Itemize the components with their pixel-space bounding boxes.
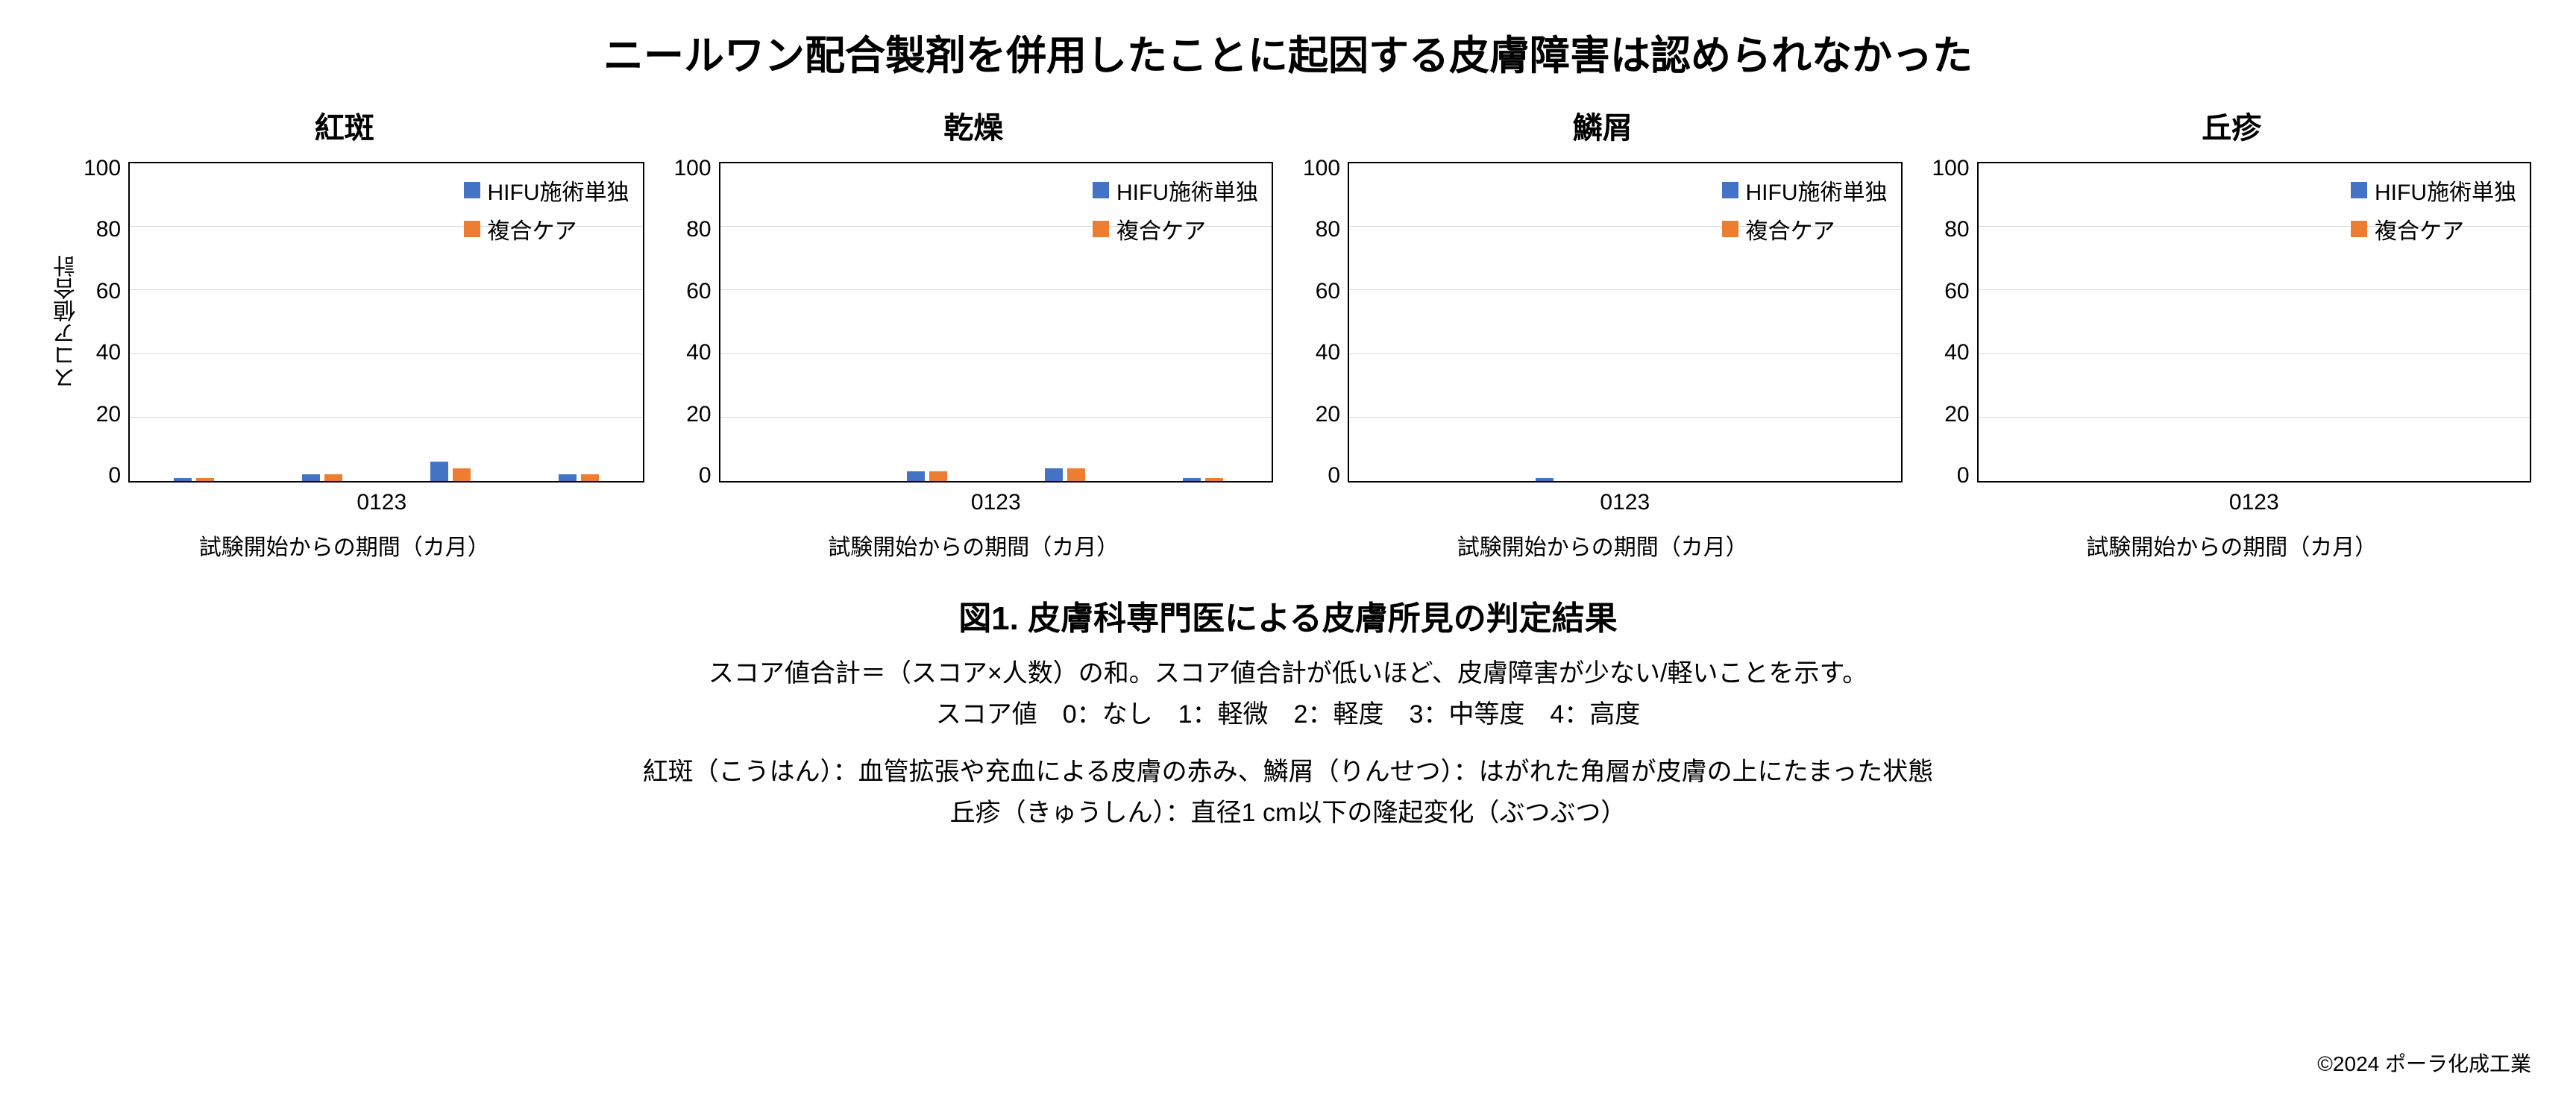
bar	[1045, 468, 1063, 481]
caption-block: 図1. 皮膚科専門医による皮膚所見の判定結果 スコア値合計＝（スコア×人数）の和…	[45, 591, 2531, 829]
x-axis: 0123	[282, 490, 406, 515]
plot-area: HIFU施術単独複合ケア	[719, 162, 1273, 483]
x-axis-label: 試験開始からの期間（カ月）	[828, 529, 1119, 562]
plot-area: HIFU施術単独複合ケア	[128, 162, 644, 483]
x-axis-label: 試験開始からの期間（カ月）	[199, 529, 490, 562]
bar	[174, 478, 192, 481]
x-axis-label: 試験開始からの期間（カ月）	[2086, 529, 2377, 562]
y-tick: 80	[1316, 223, 1340, 236]
x-tick: 3	[2266, 490, 2279, 515]
y-tick: 40	[96, 346, 121, 359]
y-tick: 100	[674, 162, 711, 175]
x-tick: 1	[2242, 490, 2255, 515]
x-tick: 0	[356, 490, 369, 515]
chart-panel: 紅斑スコア値合計100806040200HIFU施術単独複合ケア0123試験開始…	[45, 104, 644, 562]
y-tick: 0	[1328, 469, 1340, 483]
bar	[430, 462, 448, 481]
x-axis: 0123	[2184, 490, 2279, 515]
y-tick: 80	[1944, 223, 1969, 236]
figure-label: 図1. 皮膚科専門医による皮膚所見の判定結果	[45, 591, 2531, 639]
x-axis: 0123	[1555, 490, 1650, 515]
chart-title: 紅斑	[315, 104, 374, 147]
y-tick: 100	[84, 162, 121, 175]
y-tick: 60	[96, 285, 121, 298]
y-axis: 100 80 60 40 20 0	[674, 162, 719, 483]
y-tick: 40	[1316, 346, 1340, 359]
y-tick: 60	[1944, 285, 1969, 298]
bar	[324, 474, 342, 481]
x-tick: 2	[382, 490, 395, 515]
y-tick: 60	[1316, 285, 1340, 298]
y-tick: 20	[1316, 408, 1340, 421]
bar	[196, 478, 214, 481]
x-tick: 0	[971, 490, 984, 515]
caption-line-2: スコア値 0：なし 1：軽微 2：軽度 3：中等度 4：高度	[45, 694, 2531, 730]
x-tick: 1	[369, 490, 382, 515]
y-axis: 100 80 60 40 20 0	[84, 162, 128, 483]
y-tick: 80	[686, 223, 711, 236]
x-tick: 2	[996, 490, 1008, 515]
x-axis-label: 試験開始からの期間（カ月）	[1457, 529, 1748, 562]
y-tick: 0	[699, 469, 711, 483]
y-tick: 20	[1944, 408, 1969, 421]
x-tick: 3	[1637, 490, 1650, 515]
y-axis: 100 80 60 40 20 0	[1303, 162, 1348, 483]
caption-line-1: スコア値合計＝（スコア×人数）の和。スコア値合計が低いほど、皮膚障害が少ない/軽…	[45, 653, 2531, 689]
copyright: ©2024 ポーラ化成工業	[2317, 1048, 2531, 1078]
y-tick: 60	[686, 285, 711, 298]
definition-line-2: 丘疹（きゅうしん）：直径1 cm以下の隆起変化（ぶつぶつ）	[45, 792, 2531, 829]
x-tick: 0	[2229, 490, 2242, 515]
x-tick: 1	[984, 490, 996, 515]
bar	[453, 468, 471, 481]
charts-row: 紅斑スコア値合計100806040200HIFU施術単独複合ケア0123試験開始…	[45, 104, 2531, 562]
x-tick: 0	[1600, 490, 1612, 515]
bar	[581, 474, 599, 481]
y-tick: 0	[1957, 469, 1970, 483]
x-tick: 3	[394, 490, 406, 515]
plot-area: HIFU施術単独複合ケア	[1348, 162, 1902, 483]
plot-area: HIFU施術単独複合ケア	[1977, 162, 2531, 483]
definition-line-1: 紅斑（こうはん）：血管拡張や充血による皮膚の赤み、鱗屑（りんせつ）：はがれた角層…	[45, 751, 2531, 788]
bar	[559, 474, 577, 481]
chart-panel: 鱗屑100806040200HIFU施術単独複合ケア0123試験開始からの期間（…	[1303, 104, 1903, 562]
chart-panel: 丘疹100806040200HIFU施術単独複合ケア0123試験開始からの期間（…	[1932, 104, 2532, 562]
y-tick: 20	[96, 408, 121, 421]
bar	[1067, 468, 1085, 481]
y-tick: 80	[96, 223, 121, 236]
bar	[907, 471, 925, 481]
bar	[1536, 478, 1554, 481]
y-tick: 0	[108, 469, 121, 483]
y-axis: 100 80 60 40 20 0	[1932, 162, 1977, 483]
x-axis: 0123	[926, 490, 1021, 515]
bar	[929, 471, 947, 481]
chart-title: 鱗屑	[1573, 104, 1633, 147]
y-tick: 20	[686, 408, 711, 421]
x-tick: 2	[2254, 490, 2266, 515]
y-tick: 40	[686, 346, 711, 359]
main-title: ニールワン配合製剤を併用したことに起因する皮膚障害は認められなかった	[45, 22, 2531, 81]
x-tick: 1	[1612, 490, 1625, 515]
y-tick: 100	[1932, 162, 1970, 175]
bar	[1205, 478, 1223, 481]
y-tick: 100	[1303, 162, 1340, 175]
chart-title: 丘疹	[2202, 104, 2261, 147]
y-tick: 40	[1944, 346, 1969, 359]
bar	[1183, 478, 1201, 481]
chart-title: 乾燥	[943, 104, 1003, 147]
bar	[302, 474, 320, 481]
x-tick: 3	[1008, 490, 1021, 515]
chart-panel: 乾燥100806040200HIFU施術単独複合ケア0123試験開始からの期間（…	[674, 104, 1274, 562]
x-tick: 2	[1625, 490, 1638, 515]
y-axis-label: スコア値合計	[45, 162, 84, 483]
